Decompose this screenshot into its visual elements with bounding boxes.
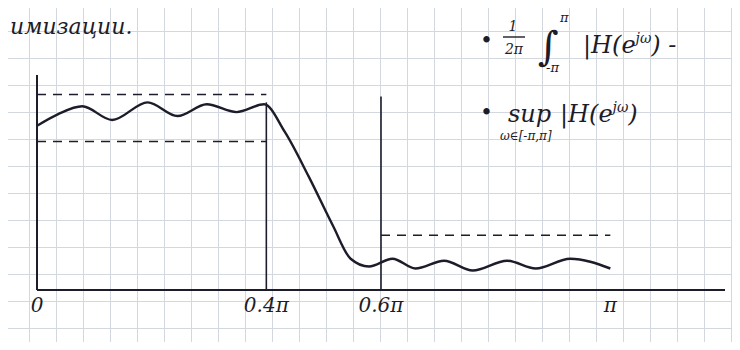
svg-text:∫: ∫ <box>538 23 559 69</box>
svg-text:1: 1 <box>509 18 518 34</box>
svg-text:0: 0 <box>31 293 44 317</box>
svg-text:•: • <box>480 100 493 125</box>
svg-text:•: • <box>480 28 493 53</box>
svg-text:0.6π: 0.6π <box>359 293 405 317</box>
svg-text:π: π <box>559 10 569 25</box>
svg-text:-π: -π <box>546 60 559 75</box>
svg-text:ω∈[-π,π]: ω∈[-π,π] <box>500 129 552 143</box>
svg-text:π: π <box>603 293 618 317</box>
svg-text:|H(ejω): |H(ejω) <box>560 99 638 129</box>
svg-text:0.4π: 0.4π <box>244 293 290 317</box>
svg-text:2π: 2π <box>504 41 524 57</box>
svg-text:|H(ejω) -: |H(ejω) - <box>583 30 676 60</box>
svg-text:sup: sup <box>508 100 551 128</box>
svg-text:имизации.: имизации. <box>10 14 132 39</box>
